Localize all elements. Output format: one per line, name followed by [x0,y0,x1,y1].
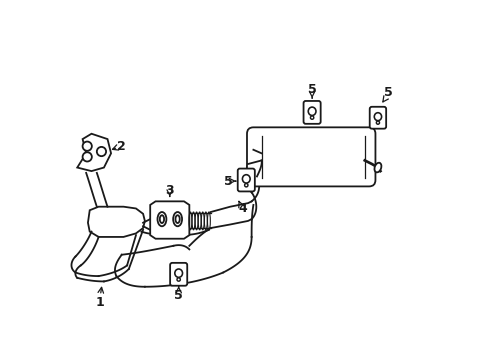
Text: 5: 5 [307,83,316,96]
Text: 5: 5 [384,86,392,99]
Text: 2: 2 [117,140,126,153]
Circle shape [82,141,92,151]
Polygon shape [77,134,111,171]
Circle shape [376,121,379,124]
FancyBboxPatch shape [369,107,386,129]
Circle shape [82,152,92,162]
Ellipse shape [174,269,182,277]
Ellipse shape [173,212,182,226]
Polygon shape [88,207,144,237]
Ellipse shape [307,107,315,116]
Ellipse shape [374,163,381,172]
Text: 5: 5 [174,289,183,302]
Circle shape [97,147,106,156]
Circle shape [244,184,247,187]
Circle shape [310,116,313,119]
Polygon shape [150,201,189,239]
FancyBboxPatch shape [303,101,320,124]
Text: 3: 3 [165,184,174,197]
Ellipse shape [175,215,180,223]
Ellipse shape [157,212,166,226]
FancyBboxPatch shape [237,168,254,192]
FancyBboxPatch shape [246,127,375,186]
Ellipse shape [373,113,381,121]
Text: 1: 1 [96,296,104,309]
Text: 4: 4 [238,202,246,215]
Ellipse shape [242,175,250,183]
Circle shape [177,278,180,281]
Ellipse shape [160,215,164,223]
FancyBboxPatch shape [170,263,187,286]
Text: 5: 5 [224,175,232,188]
